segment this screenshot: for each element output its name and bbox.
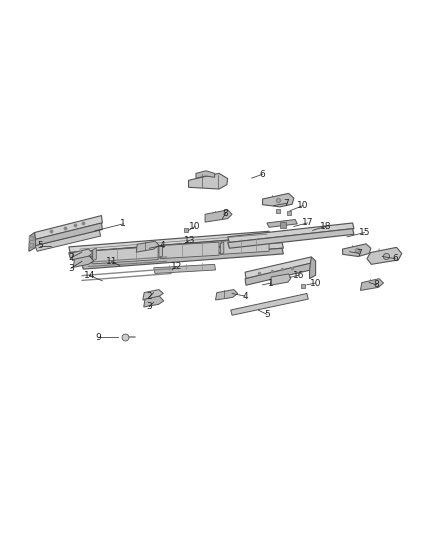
- Polygon shape: [196, 171, 215, 178]
- Polygon shape: [72, 249, 93, 261]
- Text: 6: 6: [392, 254, 398, 263]
- Polygon shape: [159, 245, 162, 257]
- Text: 2: 2: [68, 253, 74, 262]
- Text: 4: 4: [242, 292, 248, 301]
- Polygon shape: [35, 223, 102, 246]
- Polygon shape: [154, 264, 215, 273]
- Text: 2: 2: [147, 293, 152, 302]
- Polygon shape: [73, 256, 94, 268]
- Polygon shape: [262, 193, 294, 207]
- Text: 14: 14: [84, 271, 95, 280]
- Text: 8: 8: [374, 280, 379, 289]
- Polygon shape: [29, 232, 35, 251]
- Polygon shape: [228, 223, 354, 243]
- Polygon shape: [144, 296, 164, 307]
- Polygon shape: [245, 263, 313, 285]
- Polygon shape: [360, 279, 384, 290]
- Text: 6: 6: [260, 169, 265, 179]
- Text: 11: 11: [106, 257, 117, 266]
- Text: 5: 5: [264, 310, 270, 319]
- Text: 9: 9: [95, 333, 101, 342]
- Text: 1: 1: [120, 220, 126, 228]
- Text: 16: 16: [293, 271, 304, 280]
- Polygon shape: [220, 243, 224, 254]
- Text: 10: 10: [310, 279, 321, 287]
- Polygon shape: [270, 274, 291, 285]
- Text: 10: 10: [189, 222, 201, 231]
- Text: 13: 13: [184, 236, 195, 245]
- Text: 18: 18: [320, 222, 332, 231]
- Polygon shape: [35, 215, 102, 239]
- Text: 7: 7: [283, 199, 290, 208]
- Polygon shape: [215, 289, 238, 300]
- Polygon shape: [267, 220, 297, 228]
- Polygon shape: [367, 247, 402, 264]
- Polygon shape: [188, 173, 228, 189]
- Polygon shape: [136, 241, 159, 252]
- Polygon shape: [93, 248, 96, 261]
- Text: 8: 8: [223, 209, 228, 218]
- Polygon shape: [205, 210, 232, 222]
- Text: 5: 5: [37, 241, 42, 250]
- Polygon shape: [245, 257, 313, 279]
- Polygon shape: [69, 237, 270, 258]
- Text: 3: 3: [146, 302, 152, 311]
- Polygon shape: [143, 289, 163, 300]
- Polygon shape: [343, 244, 371, 256]
- Text: 1: 1: [268, 279, 274, 287]
- Polygon shape: [93, 246, 158, 264]
- Polygon shape: [160, 242, 219, 259]
- Polygon shape: [310, 257, 316, 279]
- Polygon shape: [228, 229, 354, 248]
- Text: 12: 12: [171, 262, 182, 271]
- Polygon shape: [82, 243, 283, 263]
- Polygon shape: [35, 230, 101, 251]
- Text: 17: 17: [302, 219, 313, 228]
- Polygon shape: [221, 238, 269, 254]
- Text: 10: 10: [297, 201, 309, 210]
- Polygon shape: [69, 231, 270, 253]
- Text: 15: 15: [359, 228, 370, 237]
- Text: 4: 4: [159, 241, 165, 250]
- Text: 7: 7: [356, 249, 362, 258]
- Polygon shape: [82, 248, 283, 269]
- Polygon shape: [231, 294, 308, 315]
- Text: 3: 3: [68, 264, 74, 273]
